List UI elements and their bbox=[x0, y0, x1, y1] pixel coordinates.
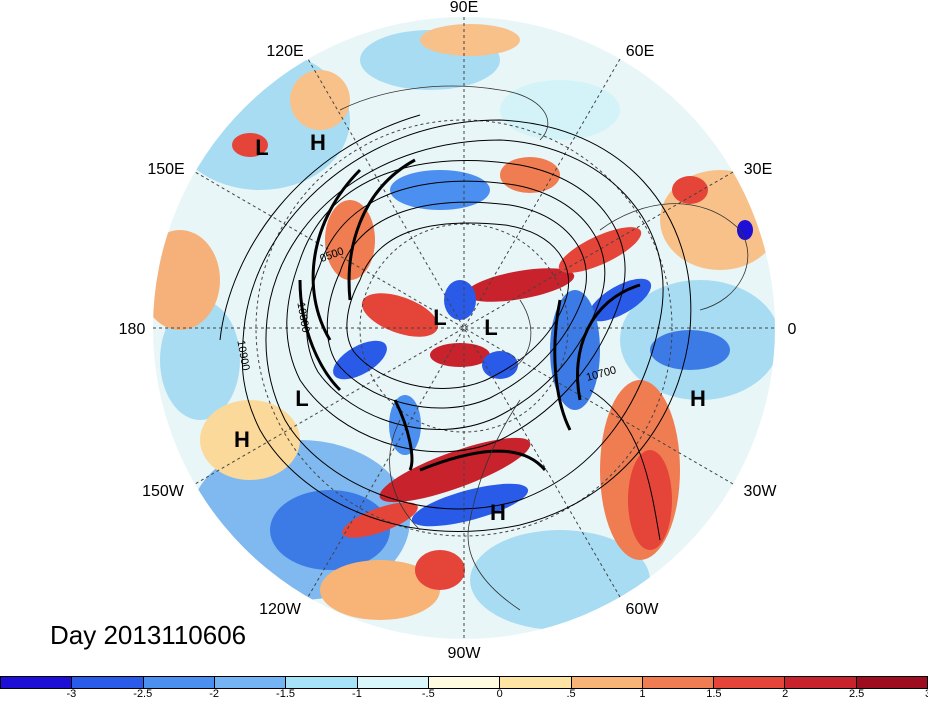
label-150e: 150E bbox=[147, 161, 184, 178]
colorbar-tick-label: -3 bbox=[66, 688, 77, 700]
colorbar-tick-label: 0 bbox=[496, 688, 503, 700]
colorbar-tick-label: -1.5 bbox=[276, 688, 296, 700]
colorbar-swatch bbox=[357, 677, 429, 688]
label-180: 180 bbox=[119, 321, 146, 338]
label-60w: 60W bbox=[626, 601, 660, 618]
colorbar-swatch bbox=[785, 677, 857, 688]
low-marker: L bbox=[433, 305, 446, 330]
colorbar-swatch bbox=[1, 677, 73, 688]
colorbar-swatch bbox=[214, 677, 287, 688]
colorbar-tick-label: -2 bbox=[209, 688, 220, 700]
colorbar bbox=[0, 676, 928, 689]
colorbar-tick-label: -2.5 bbox=[133, 688, 153, 700]
colorbar-tick-label: 1.5 bbox=[706, 688, 722, 700]
colorbar-tick-label: .5 bbox=[566, 688, 576, 700]
colorbar-tick-label: 2.5 bbox=[848, 688, 865, 700]
contour-label: 10800 bbox=[294, 301, 311, 333]
label-0: 0 bbox=[788, 321, 797, 338]
label-30e: 30E bbox=[744, 161, 772, 178]
colorbar-swatch bbox=[428, 677, 501, 688]
low-marker: L bbox=[295, 386, 308, 411]
high-marker: H bbox=[690, 386, 706, 411]
colorbar-tick-label: 2 bbox=[782, 688, 789, 700]
label-120e: 120E bbox=[266, 43, 303, 60]
low-marker: L bbox=[255, 135, 268, 160]
date-label: Day 2013110606 bbox=[50, 620, 247, 650]
colorbar-swatch bbox=[571, 677, 643, 688]
colorbar-tick-label: 3 bbox=[925, 688, 928, 700]
colorbar-swatch bbox=[143, 677, 215, 688]
colorbar-swatch bbox=[286, 677, 358, 688]
colorbar-swatch bbox=[714, 677, 786, 688]
low-marker: L bbox=[484, 315, 497, 340]
colorbar-tick-label: 1 bbox=[639, 688, 646, 700]
label-60e: 60E bbox=[626, 43, 654, 60]
colorbar-swatch bbox=[500, 677, 572, 688]
contour-label: 10900 bbox=[234, 339, 251, 371]
coastlines bbox=[339, 85, 749, 611]
colorbar-swatch bbox=[856, 677, 928, 688]
label-120w: 120W bbox=[259, 601, 302, 618]
high-marker: H bbox=[234, 427, 250, 452]
label-90w: 90W bbox=[448, 645, 482, 662]
height-contours bbox=[219, 114, 692, 541]
colorbar-tick-label: -.5 bbox=[421, 688, 435, 700]
high-marker: H bbox=[490, 500, 506, 525]
colorbar-tick-label: -1 bbox=[352, 688, 362, 700]
colorbar-swatch bbox=[72, 677, 144, 688]
colorbar-swatch bbox=[642, 677, 715, 688]
colorbar-ticks: -3 -2.5 -2 -1.5 -1 -.5 0 .5 1 1.5 2 2.5 3 bbox=[0, 688, 928, 702]
high-marker: H bbox=[310, 130, 326, 155]
label-150w: 150W bbox=[142, 483, 185, 500]
label-90e: 90E bbox=[450, 0, 478, 16]
label-30w: 30W bbox=[744, 483, 778, 500]
